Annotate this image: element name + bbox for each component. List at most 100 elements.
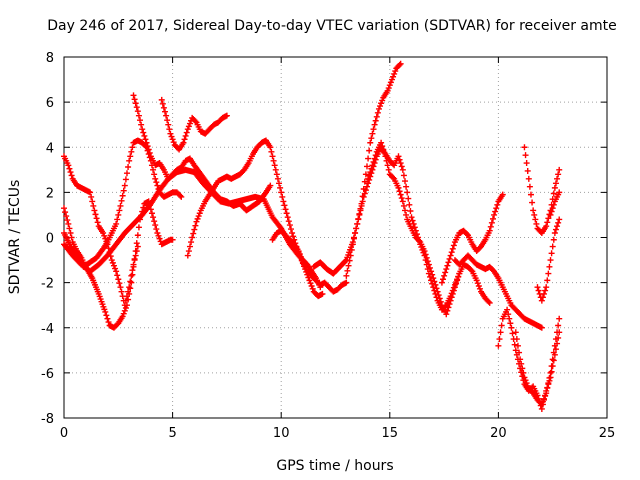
data-point [67, 169, 74, 176]
data-point [319, 290, 326, 297]
data-point [276, 180, 283, 187]
data-point [514, 342, 521, 349]
data-point [543, 284, 550, 291]
data-point [345, 262, 352, 269]
data-point [402, 178, 409, 185]
data-point [411, 224, 418, 231]
data-point [555, 322, 562, 329]
data-point [547, 257, 554, 264]
data-point [380, 146, 387, 153]
data-point [387, 79, 394, 86]
data-point [121, 182, 128, 189]
data-point [358, 202, 365, 209]
data-point [363, 163, 370, 170]
data-point [368, 135, 375, 142]
data-point [505, 311, 512, 318]
data-point [473, 277, 480, 284]
data-point [153, 179, 160, 186]
data-point [68, 172, 75, 179]
data-point [343, 272, 350, 279]
data-point [556, 166, 563, 173]
data-point [123, 170, 130, 177]
data-point [468, 267, 475, 274]
data-point [100, 229, 107, 236]
data-point [550, 190, 557, 197]
data-point [384, 162, 391, 169]
data-point [194, 215, 201, 222]
data-point [499, 191, 506, 198]
series-s17 [534, 216, 563, 304]
data-point [184, 126, 191, 133]
data-point [449, 290, 456, 297]
data-point [150, 214, 157, 221]
data-point [549, 243, 556, 250]
data-point [68, 234, 75, 241]
data-point [495, 342, 502, 349]
data-point [397, 191, 404, 198]
data-point [115, 276, 122, 283]
data-point [398, 163, 405, 170]
data-point [113, 220, 120, 227]
data-point [370, 158, 377, 165]
data-point [61, 205, 67, 212]
data-point [405, 195, 412, 202]
data-point [373, 113, 380, 120]
data-point [307, 280, 314, 287]
data-point [368, 165, 375, 172]
data-point [398, 195, 405, 202]
data-point [114, 272, 121, 279]
data-point [181, 136, 188, 143]
data-point [223, 112, 230, 119]
data-point [185, 248, 192, 255]
data-point [404, 189, 411, 196]
data-point [444, 307, 451, 314]
data-point [556, 216, 563, 223]
data-point [138, 121, 145, 128]
data-point [177, 192, 184, 199]
data-point [508, 324, 515, 331]
data-point [379, 143, 386, 150]
data-point [521, 144, 528, 151]
data-point [137, 117, 144, 124]
series-s16 [521, 144, 563, 236]
data-point [518, 360, 525, 367]
data-point [422, 251, 429, 258]
data-point [385, 85, 392, 92]
data-point [392, 68, 399, 75]
data-point [278, 189, 285, 196]
data-point [277, 184, 284, 191]
data-point [67, 229, 74, 236]
data-point [128, 272, 135, 279]
data-point [544, 277, 551, 284]
x-tick-label: 10 [273, 426, 290, 441]
data-point [431, 278, 438, 285]
data-point [269, 153, 276, 160]
data-point [65, 162, 72, 169]
data-point [498, 322, 505, 329]
data-point [454, 277, 461, 284]
data-point [285, 218, 292, 225]
data-point [391, 70, 398, 77]
data-point [513, 336, 520, 343]
data-point [444, 262, 451, 269]
data-point [433, 285, 440, 292]
data-point [145, 146, 152, 153]
data-point [555, 171, 562, 178]
data-point [129, 144, 136, 151]
data-point [371, 121, 378, 128]
data-point [399, 166, 406, 173]
data-point [286, 222, 293, 229]
data-points [61, 60, 563, 412]
data-point [127, 285, 134, 292]
data-point [108, 257, 115, 264]
data-point [134, 243, 141, 250]
data-point [453, 280, 460, 287]
data-point [166, 126, 173, 133]
data-point [62, 209, 69, 216]
data-point [352, 229, 359, 236]
x-tick-label: 20 [490, 426, 507, 441]
data-point [516, 349, 523, 356]
data-point [274, 175, 281, 182]
data-point [132, 248, 139, 255]
data-point [101, 232, 108, 239]
